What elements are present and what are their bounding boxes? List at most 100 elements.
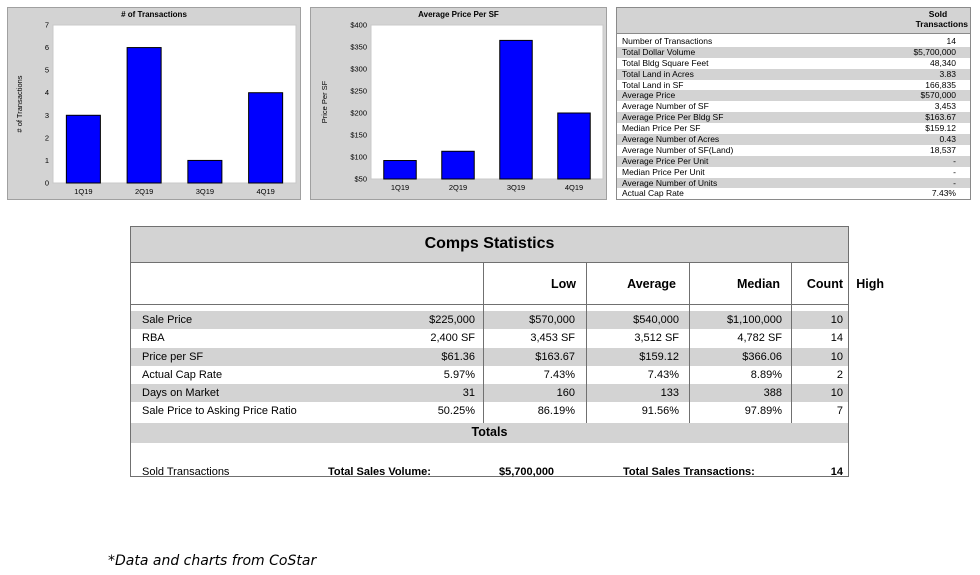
summary-row-label: Average Number of SF(Land) — [622, 144, 734, 155]
y-axis-label: # of Transactions — [15, 75, 24, 132]
summary-row-label: Number of Transactions — [622, 36, 713, 46]
column-divider — [483, 263, 484, 423]
transactions-chart-panel: # of Transactions 0 1 2 3 4 5 6 7 # of Transacti… — [7, 7, 301, 200]
summary-row: Number of Transactions 14 — [617, 36, 970, 47]
summary-row: Average Price Per Bldg SF $163.67 — [617, 112, 970, 124]
bar-1Q19 — [383, 160, 417, 180]
comps-cell-count: 10 — [830, 350, 843, 363]
comps-cell-high: 97.89% — [744, 405, 782, 418]
comps-row: Actual Cap Rate 5.97% 7.43% 7.43% 8.89% 2 — [131, 366, 848, 384]
summary-row: Total Dollar Volume $5,700,000 — [617, 46, 970, 58]
comps-cell-median: 3,512 SF — [634, 332, 679, 345]
comps-row-label: Sale Price — [142, 314, 193, 326]
comps-cell-high: 388 — [763, 387, 782, 400]
y-axis-label: Price Per SF — [320, 80, 329, 123]
summary-row-label: Actual Cap Rate — [622, 188, 684, 199]
comps-cell-count: 10 — [830, 387, 843, 400]
y-tick-label: $400 — [350, 21, 367, 30]
column-divider — [689, 263, 690, 423]
x-tick-label: 1Q19 — [391, 183, 409, 192]
summary-row-value: - — [953, 155, 956, 166]
summary-row-value: 3.83 — [939, 68, 956, 79]
comps-body: Sale Price $225,000 $570,000 $540,000 $1,100… — [131, 305, 848, 423]
total-sales-transactions-value: 14 — [830, 465, 843, 478]
comps-cell-low: 2,400 SF — [430, 332, 475, 345]
comps-cell-median: $159.12 — [639, 350, 679, 363]
comps-row: Sale Price $225,000 $570,000 $540,000 $1,100… — [131, 311, 848, 330]
summary-row-value: 7.43% — [931, 188, 956, 199]
summary-row-label: Average Price Per Bldg SF — [622, 112, 724, 123]
summary-row-value: $163.67 — [925, 112, 956, 123]
summary-row: Average Number of SF 3,453 — [617, 101, 970, 112]
summary-row: Total Bldg Square Feet 48,340 — [617, 58, 970, 69]
y-tick-label: $250 — [350, 87, 367, 96]
comps-cell-high: 8.89% — [750, 368, 782, 381]
col-median-header: Median — [736, 277, 780, 291]
summary-header: Sold Transactions — [617, 8, 970, 34]
comps-row: Sale Price to Asking Price Ratio 50.25% 86… — [131, 402, 848, 420]
summary-row-label: Total Land in Acres — [622, 68, 694, 79]
price-per-sf-chart: $50 $100 $150 $200 $250 $300 $350 $400 Price Per… — [320, 21, 604, 192]
col-high-header: High — [856, 277, 884, 291]
header-line2: Transactions — [915, 19, 968, 29]
y-tick-label: $100 — [350, 153, 367, 162]
y-tick-label: 7 — [45, 21, 49, 30]
y-tick-label: $200 — [350, 109, 367, 118]
summary-row: Actual Cap Rate 7.43% — [617, 188, 970, 199]
header-line1: Sold — [928, 9, 948, 19]
summary-row-label: Average Number of Units — [622, 177, 718, 188]
col-low-header: Low — [551, 277, 576, 291]
transactions-chart: 0 1 2 3 4 5 6 7 # of Transactions 1Q19 2Q19 3Q19 4Q1… — [15, 21, 297, 196]
bar-4Q19 — [248, 92, 284, 184]
comps-statistics-table: Comps Statistics Low Average Median High… — [130, 226, 884, 478]
summary-row-label: Total Dollar Volume — [622, 46, 696, 57]
summary-row-label: Total Bldg Square Feet — [622, 57, 709, 68]
comps-cell-average: 3,453 SF — [530, 332, 575, 345]
summary-row-value: 48,340 — [930, 57, 956, 68]
summary-row-label: Median Price Per Unit — [622, 166, 705, 177]
x-tick-label: 3Q19 — [196, 187, 214, 196]
summary-row-label: Average Price Per Unit — [622, 155, 709, 166]
comps-cell-high: $366.06 — [742, 350, 782, 363]
y-tick-label: 3 — [45, 111, 49, 120]
summary-row-value: 18,537 — [930, 144, 956, 155]
y-tick-label: 5 — [45, 66, 49, 75]
comps-row: RBA 2,400 SF 3,453 SF 3,512 SF 4,782 SF 14 — [131, 329, 848, 347]
col-count-header: Count — [806, 277, 843, 291]
totals-row: Sold Transactions Total Sales Volume: $5… — [131, 443, 848, 483]
bar-4Q19 — [557, 112, 591, 180]
summary-row: Average Price $570,000 — [617, 90, 970, 102]
comps-row-label: Price per SF — [142, 350, 204, 363]
comps-row-label: Days on Market — [142, 387, 220, 400]
summary-row-value: 3,453 — [934, 101, 956, 112]
y-tick-label: $150 — [350, 131, 367, 140]
comps-cell-median: 91.56% — [641, 405, 679, 418]
x-tick-label: 2Q19 — [449, 183, 467, 192]
bar-2Q19 — [126, 47, 162, 184]
y-tick-label: 0 — [45, 179, 49, 188]
summary-row-label: Median Price Per SF — [622, 123, 701, 134]
comps-cell-count: 7 — [836, 405, 843, 418]
y-tick-label: 1 — [45, 156, 49, 165]
summary-row-value: - — [953, 166, 956, 177]
comps-cell-count: 14 — [830, 332, 843, 345]
summary-row-value: - — [953, 177, 956, 188]
summary-row-label: Average Number of SF — [622, 101, 709, 112]
summary-row-value: $5,700,000 — [913, 46, 956, 57]
summary-row-label: Average Price — [622, 90, 676, 101]
comps-cell-low: 5.97% — [443, 368, 475, 381]
comps-cell-median: $540,000 — [633, 314, 679, 326]
bar-3Q19 — [499, 39, 533, 180]
summary-row: Total Land in Acres 3.83 — [617, 68, 970, 80]
source-footnote: *Data and charts from CoStar — [108, 553, 317, 569]
comps-cell-low: 50.25% — [437, 405, 475, 418]
summary-row: Average Price Per Unit - — [617, 155, 970, 167]
x-tick-label: 4Q19 — [256, 187, 274, 196]
x-tick-label: 3Q19 — [507, 183, 525, 192]
summary-row: Average Number of Units - — [617, 177, 970, 189]
total-sales-volume-label: Total Sales Volume: — [328, 465, 431, 478]
column-divider — [791, 263, 792, 423]
y-tick-label: $300 — [350, 65, 367, 74]
summary-row: Total Land in SF 166,835 — [617, 80, 970, 91]
comps-row-label: RBA — [142, 332, 165, 345]
